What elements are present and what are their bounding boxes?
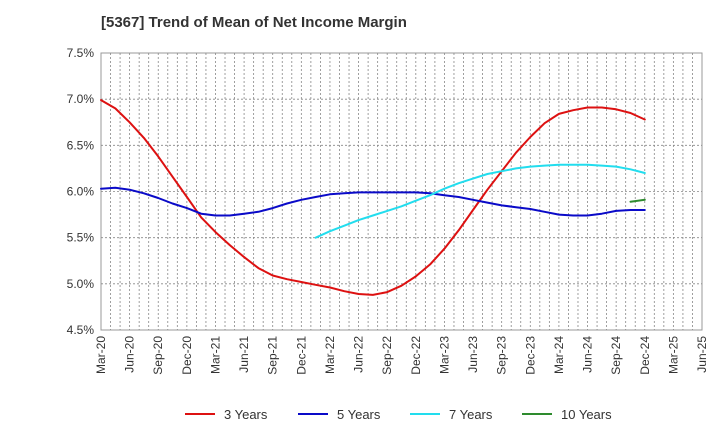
x-tick-label: Sep-21	[266, 336, 280, 375]
x-tick-label: Mar-22	[323, 336, 337, 374]
x-tick-label: Mar-25	[666, 336, 680, 374]
x-tick-label: Mar-23	[437, 336, 451, 374]
y-tick-label: 7.5%	[67, 46, 95, 60]
x-tick-label: Jun-22	[352, 336, 366, 373]
series-line-10-years	[629, 198, 646, 203]
x-tick-label: Sep-20	[151, 336, 165, 375]
legend-label-5-years: 5 Years	[337, 407, 381, 422]
series-line-5-years	[100, 186, 646, 217]
x-tick-label: Dec-21	[294, 336, 308, 375]
axes: 7.5% 7.0% 6.5% 6.0% 5.5% 5.0% 4.5%Mar-20 Jun-20…	[67, 46, 709, 375]
legend-label-10-years: 10 Years	[561, 407, 612, 422]
x-tick-label: Dec-24	[638, 336, 652, 375]
x-tick-label: Mar-21	[208, 336, 222, 374]
x-tick-label: Sep-24	[609, 336, 623, 375]
y-tick-label: 6.5%	[67, 138, 95, 152]
legend-label-3-years: 3 Years	[224, 407, 268, 422]
y-tick-label: 5.0%	[67, 277, 95, 291]
series-line-3-years	[100, 99, 646, 296]
x-tick-label: Sep-22	[380, 336, 394, 375]
y-tick-label: 4.5%	[67, 323, 95, 337]
x-tick-label: Mar-20	[94, 336, 108, 374]
legend: 3 Years 5 Years 7 Years 10 Years	[185, 407, 612, 422]
x-tick-label: Dec-22	[409, 336, 423, 375]
x-tick-label: Jun-21	[237, 336, 251, 373]
legend-label-7-years: 7 Years	[449, 407, 493, 422]
x-tick-label: Jun-20	[123, 336, 137, 373]
y-tick-label: 6.0%	[67, 185, 95, 199]
x-tick-label: Sep-23	[495, 336, 509, 375]
x-tick-label: Jun-24	[581, 336, 595, 373]
x-tick-label: Dec-23	[523, 336, 537, 375]
y-tick-label: 7.0%	[67, 92, 95, 106]
series-lines	[100, 99, 646, 296]
x-tick-label: Mar-24	[552, 336, 566, 374]
x-tick-label: Jun-25	[695, 336, 709, 373]
y-tick-label: 5.5%	[67, 231, 95, 245]
series-line-7-years	[314, 163, 646, 239]
chart-title: [5367] Trend of Mean of Net Income Margi…	[101, 14, 407, 31]
x-tick-label: Jun-23	[466, 336, 480, 373]
x-tick-label: Dec-20	[180, 336, 194, 375]
